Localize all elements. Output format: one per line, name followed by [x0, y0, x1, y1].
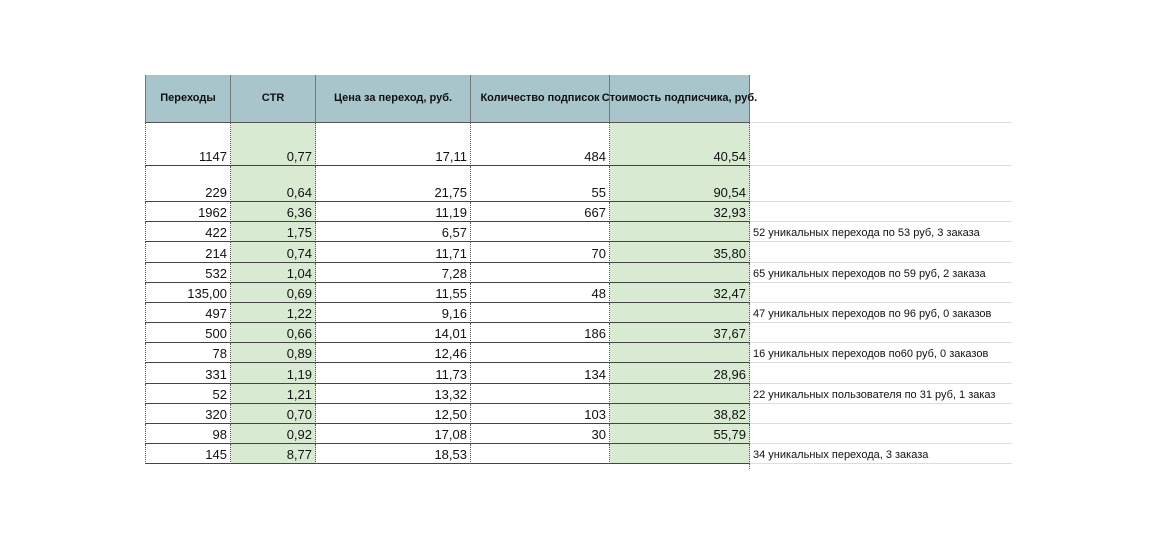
- cell: [610, 303, 750, 323]
- cell: 14,01: [316, 323, 471, 343]
- note: [750, 166, 1012, 202]
- cell: 1,75: [231, 222, 316, 242]
- cell: 90,54: [610, 166, 750, 202]
- cell: 17,11: [316, 123, 471, 166]
- column-header: Количество подписок: [471, 75, 610, 123]
- cell: 186: [471, 323, 610, 343]
- cell: 0,66: [231, 323, 316, 343]
- cell: 28,96: [610, 363, 750, 384]
- column-header: Цена за переход, руб.: [316, 75, 471, 123]
- note: 22 уникальных пользователя по 31 руб, 1 …: [750, 384, 1012, 404]
- cell: 32,47: [610, 283, 750, 303]
- cell: 0,70: [231, 404, 316, 424]
- cell: 8,77: [231, 444, 316, 464]
- note: [750, 363, 1012, 384]
- header-spacer: [750, 75, 1012, 123]
- cell: 134: [471, 363, 610, 384]
- cell: 103: [471, 404, 610, 424]
- cell: 11,55: [316, 283, 471, 303]
- cell: 145: [145, 444, 231, 464]
- cell: 98: [145, 424, 231, 444]
- cell: 17,08: [316, 424, 471, 444]
- cell: [610, 384, 750, 404]
- cell: 532: [145, 263, 231, 283]
- column-header: CTR: [231, 75, 316, 123]
- cell: 331: [145, 363, 231, 384]
- cell: 0,74: [231, 242, 316, 263]
- cell: 55,79: [610, 424, 750, 444]
- cut-row: [145, 464, 750, 469]
- cell: 484: [471, 123, 610, 166]
- cell: 1147: [145, 123, 231, 166]
- cell: [610, 222, 750, 242]
- cell: 13,32: [316, 384, 471, 404]
- cell: 6,36: [231, 202, 316, 222]
- cell: 1,04: [231, 263, 316, 283]
- note: [750, 202, 1012, 222]
- cell: [471, 222, 610, 242]
- cell: 55: [471, 166, 610, 202]
- cell: 7,28: [316, 263, 471, 283]
- cell: 11,71: [316, 242, 471, 263]
- cell: 0,92: [231, 424, 316, 444]
- cell: 0,69: [231, 283, 316, 303]
- cell: 70: [471, 242, 610, 263]
- note: 52 уникальных перехода по 53 руб, 3 зака…: [750, 222, 1012, 242]
- cell: 214: [145, 242, 231, 263]
- cell: 48: [471, 283, 610, 303]
- column-header: Стоимость подписчика, руб.: [602, 75, 757, 123]
- note: 16 уникальных переходов по60 руб, 0 зака…: [750, 343, 1012, 363]
- cell: 21,75: [316, 166, 471, 202]
- cell: [471, 384, 610, 404]
- cell: 18,53: [316, 444, 471, 464]
- cell: 667: [471, 202, 610, 222]
- cell: 0,64: [231, 166, 316, 202]
- cell: 1,19: [231, 363, 316, 384]
- note: [750, 242, 1012, 263]
- cell: 320: [145, 404, 231, 424]
- note: [750, 123, 1012, 166]
- note: 65 уникальных переходов по 59 руб, 2 зак…: [750, 263, 1012, 283]
- cell: [471, 343, 610, 363]
- note: [750, 283, 1012, 303]
- cell: [471, 444, 610, 464]
- cell: 135,00: [145, 283, 231, 303]
- note: 47 уникальных переходов по 96 руб, 0 зак…: [750, 303, 1012, 323]
- cell: 12,50: [316, 404, 471, 424]
- note: [750, 424, 1012, 444]
- cell: 78: [145, 343, 231, 363]
- cell: 30: [471, 424, 610, 444]
- column-header: Переходы: [145, 75, 231, 123]
- cell: 32,93: [610, 202, 750, 222]
- cell: 35,80: [610, 242, 750, 263]
- cell: 40,54: [610, 123, 750, 166]
- cell: 1,22: [231, 303, 316, 323]
- cell: 0,77: [231, 123, 316, 166]
- cell: 0,89: [231, 343, 316, 363]
- cell: 6,57: [316, 222, 471, 242]
- cell: 1,21: [231, 384, 316, 404]
- cell: 38,82: [610, 404, 750, 424]
- cell: [471, 263, 610, 283]
- cell: [471, 303, 610, 323]
- cell: [610, 343, 750, 363]
- cell: 52: [145, 384, 231, 404]
- cell: 500: [145, 323, 231, 343]
- cell: [610, 263, 750, 283]
- cell: 497: [145, 303, 231, 323]
- cell: 11,73: [316, 363, 471, 384]
- cell: 12,46: [316, 343, 471, 363]
- cell: [610, 444, 750, 464]
- note: 34 уникальных перехода, 3 заказа: [750, 444, 1012, 464]
- cell: 1962: [145, 202, 231, 222]
- cell: 11,19: [316, 202, 471, 222]
- cell: 422: [145, 222, 231, 242]
- cell: 229: [145, 166, 231, 202]
- cell: 37,67: [610, 323, 750, 343]
- cell: 9,16: [316, 303, 471, 323]
- note: [750, 404, 1012, 424]
- note: [750, 323, 1012, 343]
